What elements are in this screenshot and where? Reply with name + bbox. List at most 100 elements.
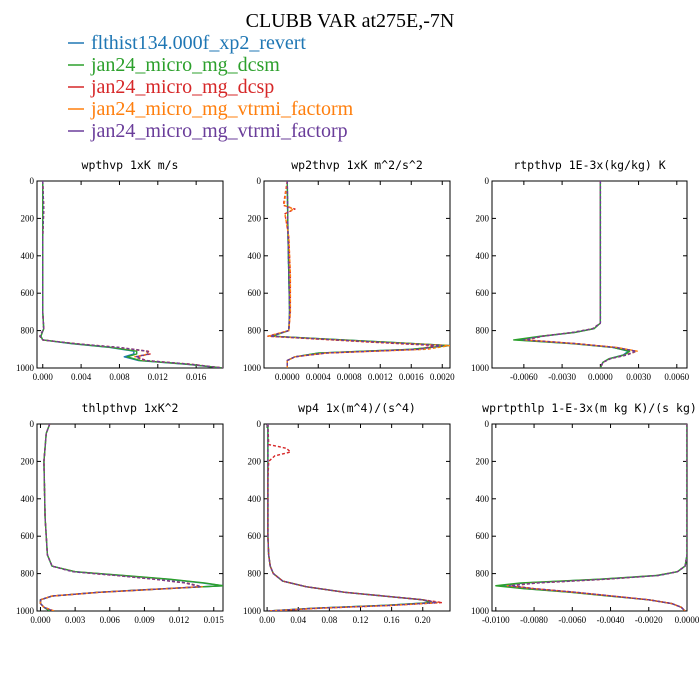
x-tick-label: 0.000 <box>30 615 51 625</box>
x-tick-label: 0.16 <box>384 615 400 625</box>
x-tick-label: 0.08 <box>321 615 337 625</box>
series-line <box>508 424 687 611</box>
series-group <box>267 424 443 611</box>
series-line <box>39 424 223 611</box>
panel-title: rtpthvp 1E-3x(kg/kg) K <box>513 158 665 172</box>
legend-entry: jan24_micro_mg_vtrmi_factorp <box>68 120 348 142</box>
y-tick-label: 600 <box>248 288 262 298</box>
series-line <box>525 181 637 368</box>
x-tick-label: -0.0040 <box>597 615 625 625</box>
x-tick-label: -0.0100 <box>482 615 510 625</box>
y-tick-label: 0 <box>30 176 35 186</box>
series-line <box>39 181 223 368</box>
plot-frame <box>263 423 451 612</box>
y-tick-label: 0 <box>30 419 35 429</box>
plot-frame <box>491 180 688 369</box>
plot-frame <box>36 180 224 369</box>
y-tick-label: 800 <box>476 569 490 579</box>
series-group <box>39 181 223 368</box>
y-tick-label: 200 <box>21 213 35 223</box>
y-tick-label: 800 <box>21 326 35 336</box>
x-tick-label: 0.0060 <box>664 372 689 382</box>
x-tick-label: 0.000 <box>33 372 54 382</box>
series-line <box>39 424 203 611</box>
y-tick-label: 0 <box>257 176 262 186</box>
series-line <box>267 424 438 611</box>
legend-entry: flthist134.000f_xp2_revert <box>68 32 306 54</box>
x-tick-label: 0.008 <box>109 372 130 382</box>
y-tick-label: 800 <box>248 326 262 336</box>
x-tick-label: 0.0000 <box>588 372 613 382</box>
series-group <box>267 181 450 368</box>
x-tick-label: 0.00 <box>259 615 275 625</box>
y-tick-label: 800 <box>476 326 490 336</box>
x-tick-label: 0.0016 <box>399 372 424 382</box>
legend-label: flthist134.000f_xp2_revert <box>91 32 306 54</box>
x-tick-label: 0.015 <box>204 615 225 625</box>
series-line <box>269 181 443 368</box>
plot-frame <box>36 423 224 612</box>
x-tick-label: 0.003 <box>65 615 86 625</box>
panel: wp2thvp 1xK m^2/s^2 0 200 400 600 800 1000 0.00… <box>243 158 455 382</box>
x-tick-label: 0.0020 <box>430 372 455 382</box>
y-tick-label: 400 <box>248 494 262 504</box>
y-tick-label: 1000 <box>16 363 35 373</box>
legend-entry: jan24_micro_mg_vtrmi_factorm <box>68 98 354 120</box>
series-line <box>39 424 202 611</box>
y-tick-label: 600 <box>248 531 262 541</box>
x-tick-label: 0.0030 <box>626 372 651 382</box>
y-tick-label: 1000 <box>471 363 490 373</box>
y-tick-label: 200 <box>248 213 262 223</box>
series-line <box>40 181 223 368</box>
y-tick-label: 600 <box>476 288 490 298</box>
series-group <box>512 181 638 368</box>
panel: rtpthvp 1E-3x(kg/kg) K 0 200 400 600 800 1000 -… <box>471 158 690 382</box>
y-tick-label: 0 <box>485 176 490 186</box>
x-tick-label: -0.0060 <box>510 372 538 382</box>
series-line <box>524 181 638 368</box>
series-group <box>39 424 223 611</box>
series-line <box>495 424 687 611</box>
x-tick-label: 0.0004 <box>306 372 331 382</box>
panel-title: wprtpthlp 1-E-3x(m kg K)/(s kg) <box>482 401 697 415</box>
x-tick-label: 0.0000 <box>275 372 300 382</box>
y-tick-label: 400 <box>21 251 35 261</box>
x-tick-label: -0.0060 <box>558 615 586 625</box>
legend-entry: jan24_micro_mg_dcsm <box>68 54 280 76</box>
x-tick-label: 0.04 <box>290 615 306 625</box>
y-tick-label: 1000 <box>243 363 262 373</box>
x-tick-label: -0.0030 <box>548 372 576 382</box>
x-tick-label: 0.012 <box>169 615 189 625</box>
plot-frame <box>263 180 451 369</box>
x-tick-label: -0.0020 <box>635 615 663 625</box>
x-tick-label: 0.006 <box>100 615 121 625</box>
x-tick-label: 0.0012 <box>368 372 393 382</box>
panel-title: wpthvp 1xK m/s <box>82 158 179 172</box>
series-group <box>495 424 687 611</box>
y-tick-label: 600 <box>21 531 35 541</box>
y-tick-label: 400 <box>476 251 490 261</box>
x-tick-label: 0.0008 <box>337 372 362 382</box>
x-tick-label: 0.20 <box>415 615 431 625</box>
y-tick-label: 200 <box>21 456 35 466</box>
y-tick-label: 1000 <box>471 606 490 616</box>
y-tick-label: 0 <box>257 419 262 429</box>
x-tick-label: 0.016 <box>186 372 207 382</box>
y-tick-label: 0 <box>485 419 490 429</box>
legend-label: jan24_micro_mg_vtrmi_factorp <box>90 120 348 142</box>
y-tick-label: 400 <box>248 251 262 261</box>
y-tick-label: 400 <box>476 494 490 504</box>
y-tick-label: 200 <box>248 456 262 466</box>
x-tick-label: 0.009 <box>134 615 155 625</box>
y-tick-label: 1000 <box>243 606 262 616</box>
legend-label: jan24_micro_mg_vtrmi_factorm <box>90 98 354 120</box>
y-tick-label: 600 <box>476 531 490 541</box>
panel-title: thlpthvp 1xK^2 <box>82 401 179 415</box>
y-tick-label: 200 <box>476 213 490 223</box>
panel-title: wp2thvp 1xK m^2/s^2 <box>291 158 423 172</box>
series-line <box>40 181 223 368</box>
legend-label: jan24_micro_mg_dcsp <box>90 76 274 98</box>
